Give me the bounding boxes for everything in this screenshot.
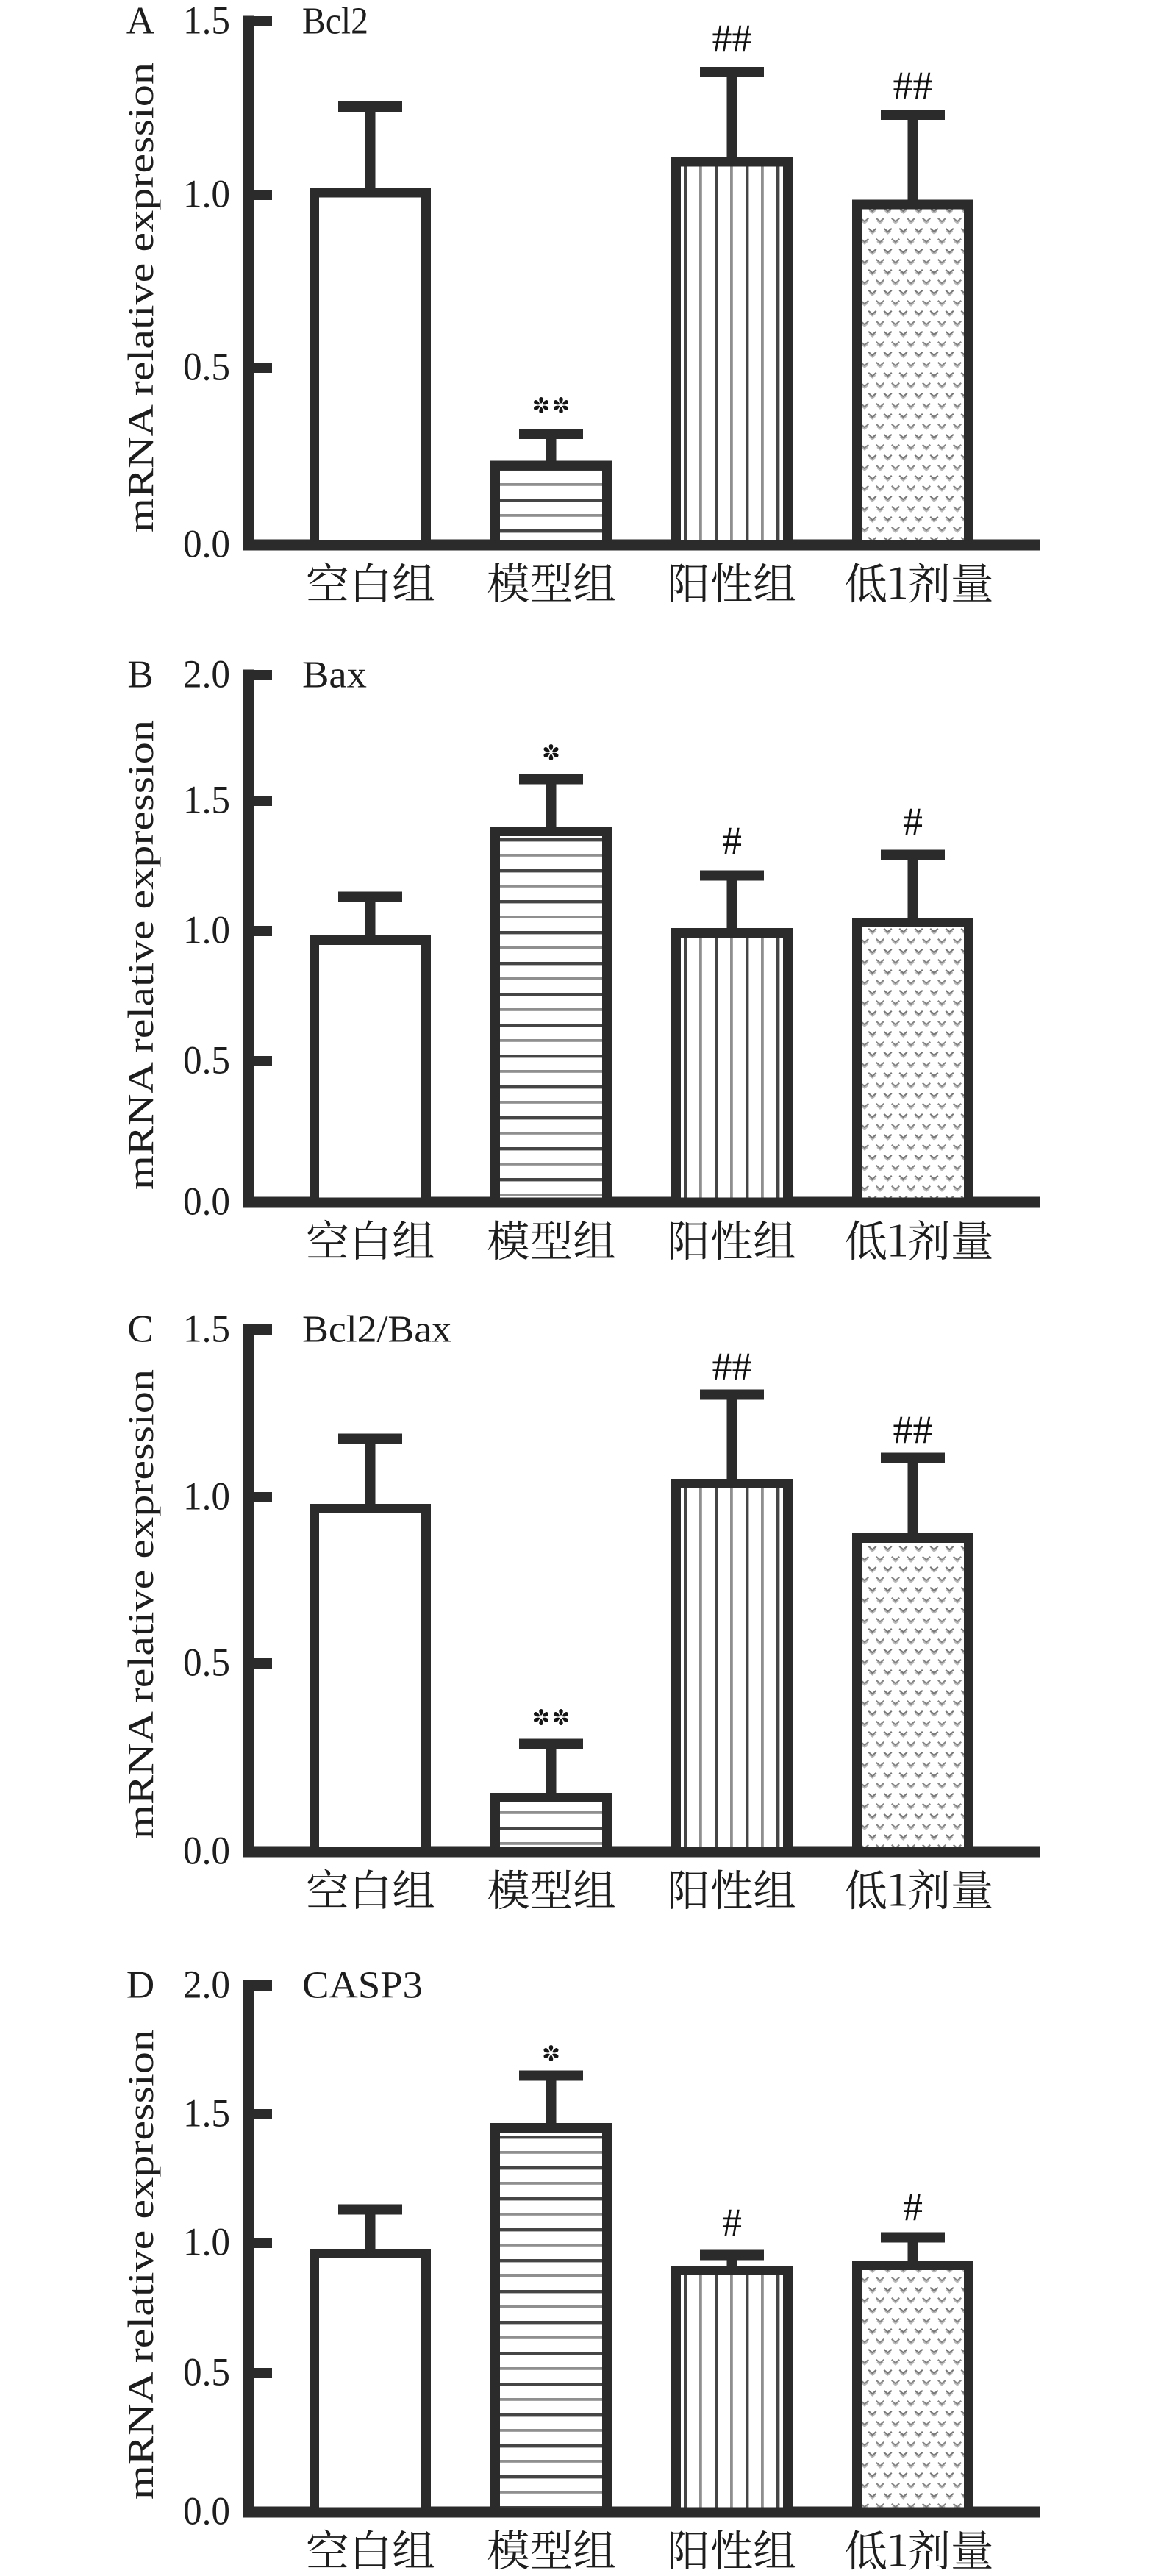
- svg-text:##: ##: [893, 1407, 933, 1452]
- svg-text:##: ##: [712, 16, 752, 60]
- svg-text:mRNA relative expression: mRNA relative expression: [120, 720, 161, 1190]
- svg-text:Bcl2/Bax: Bcl2/Bax: [302, 1309, 451, 1351]
- svg-text:Bax: Bax: [302, 654, 367, 696]
- svg-text:0.0: 0.0: [183, 2489, 230, 2533]
- svg-text:0.5: 0.5: [183, 2350, 230, 2394]
- svg-text:2.0: 2.0: [183, 1963, 230, 2007]
- svg-text:C: C: [127, 1308, 153, 1351]
- svg-text:mRNA relative expression: mRNA relative expression: [120, 2030, 161, 2500]
- svg-text:2.0: 2.0: [183, 652, 230, 696]
- svg-text:##: ##: [893, 63, 933, 107]
- svg-text:0.0: 0.0: [183, 522, 230, 566]
- svg-text:1.5: 1.5: [183, 778, 230, 822]
- svg-text:#: #: [903, 799, 923, 843]
- svg-text:1.0: 1.0: [183, 2220, 230, 2264]
- svg-text:D: D: [126, 1964, 154, 2007]
- svg-text:B: B: [127, 654, 153, 696]
- svg-text:CASP3: CASP3: [302, 1965, 423, 2007]
- svg-text:1.5: 1.5: [183, 1307, 230, 1351]
- svg-text:0.5: 0.5: [183, 345, 230, 389]
- svg-text:0.5: 0.5: [183, 1038, 230, 1082]
- svg-text:mRNA relative expression: mRNA relative expression: [120, 1369, 161, 1839]
- svg-text:#: #: [722, 818, 742, 863]
- svg-text:1.0: 1.0: [183, 1474, 230, 1519]
- svg-text:A: A: [126, 0, 154, 43]
- svg-text:0.5: 0.5: [183, 1641, 230, 1685]
- svg-text:0.0: 0.0: [183, 1829, 230, 1873]
- svg-text:0.0: 0.0: [183, 1180, 230, 1224]
- svg-text:#: #: [722, 2200, 742, 2244]
- svg-text:1.5: 1.5: [183, 0, 230, 43]
- svg-text:#: #: [903, 2185, 923, 2229]
- svg-text:1.0: 1.0: [183, 908, 230, 952]
- svg-text:Bcl2: Bcl2: [302, 1, 368, 43]
- svg-text:mRNA relative expression: mRNA relative expression: [120, 63, 161, 532]
- svg-text:1.0: 1.0: [183, 172, 230, 216]
- svg-text:1.5: 1.5: [183, 2091, 230, 2136]
- svg-text:##: ##: [712, 1344, 752, 1388]
